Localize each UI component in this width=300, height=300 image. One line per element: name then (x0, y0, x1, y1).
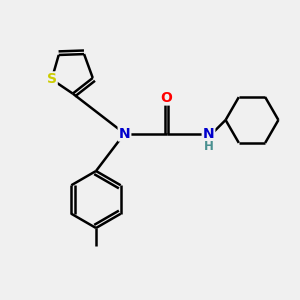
Text: H: H (204, 140, 213, 153)
Text: N: N (203, 127, 214, 140)
Text: S: S (47, 72, 57, 86)
Text: N: N (119, 127, 130, 140)
Text: O: O (160, 91, 172, 104)
